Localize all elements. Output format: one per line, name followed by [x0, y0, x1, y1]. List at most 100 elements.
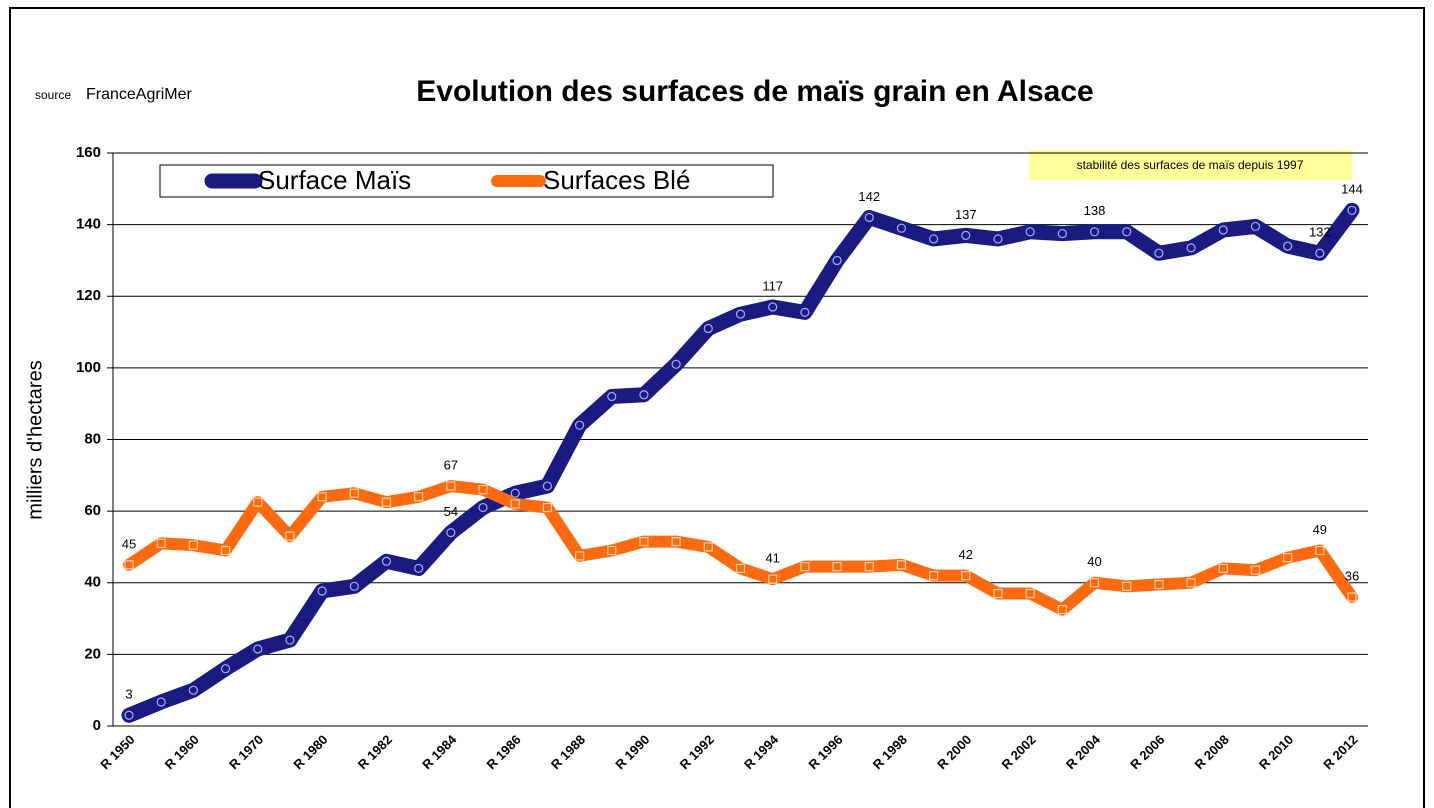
data-label: 67 [444, 457, 458, 472]
data-label: 36 [1345, 569, 1359, 584]
data-label: 3 [125, 687, 132, 702]
y-tick-label: 60 [84, 502, 101, 519]
data-point [896, 223, 907, 233]
data-label: 132 [1309, 225, 1331, 240]
y-tick-label: 100 [76, 359, 101, 376]
data-point [671, 359, 681, 369]
data-point [349, 488, 359, 498]
data-point [639, 390, 649, 400]
series-line [123, 480, 1358, 616]
data-point [864, 562, 874, 572]
data-point [1250, 221, 1261, 232]
y-tick-label: 20 [84, 645, 101, 662]
data-point [414, 563, 424, 574]
data-point [188, 685, 198, 695]
source-prefix: source [35, 88, 71, 102]
data-point [1122, 227, 1132, 237]
data-point [1025, 227, 1035, 237]
data-point [156, 538, 166, 548]
data-point [574, 420, 585, 430]
data-point [156, 697, 166, 707]
data-label: 142 [858, 189, 880, 204]
data-point [639, 536, 649, 547]
data-point [1186, 578, 1196, 588]
data-point [1089, 578, 1100, 588]
data-point [1218, 563, 1228, 574]
data-point [735, 563, 746, 574]
data-point [188, 540, 198, 550]
data-label: 54 [444, 504, 458, 519]
data-point [478, 502, 488, 513]
y-tick-label: 140 [76, 216, 101, 233]
data-point [220, 545, 231, 556]
data-label: 41 [765, 551, 779, 566]
data-point [446, 481, 456, 491]
data-point [1025, 588, 1035, 599]
data-point [1057, 605, 1067, 615]
data-point [993, 234, 1003, 244]
data-point [317, 492, 327, 502]
data-point [1250, 565, 1261, 575]
data-point [1347, 592, 1357, 602]
data-point [929, 234, 939, 244]
data-point [542, 502, 552, 513]
data-point [1347, 205, 1357, 215]
data-point [607, 391, 617, 402]
data-point [800, 307, 810, 317]
legend-entry: Surfaces Blé [491, 165, 690, 195]
data-point [253, 644, 263, 654]
data-point [896, 560, 907, 570]
chart-title: Evolution des surfaces de maïs grain en … [416, 75, 1093, 108]
y-tick-label: 160 [76, 144, 101, 161]
data-point [735, 309, 746, 319]
data-point [446, 528, 456, 538]
data-point [1283, 553, 1293, 563]
data-point [1122, 581, 1132, 591]
data-point [317, 586, 327, 596]
data-point [574, 551, 585, 561]
data-point [800, 562, 810, 572]
y-axis-label: milliers d'hectares [24, 360, 46, 519]
legend-label: Surfaces Blé [543, 165, 690, 195]
data-point [124, 560, 134, 570]
data-point [510, 488, 520, 498]
data-label: 138 [1084, 203, 1106, 218]
data-point [703, 542, 713, 552]
y-tick-label: 40 [84, 574, 101, 591]
data-point [381, 497, 392, 507]
annotation-box [1029, 150, 1352, 180]
data-label: 144 [1341, 182, 1363, 197]
data-point [1218, 225, 1228, 235]
series-line [121, 202, 1360, 723]
data-point [220, 664, 231, 674]
source-name: FranceAgriMer [86, 86, 192, 103]
data-point [124, 710, 134, 720]
data-point [381, 556, 392, 566]
data-point [1283, 241, 1293, 251]
data-point [768, 302, 778, 312]
data-point [607, 545, 617, 556]
legend-entry: Surface Maïs [204, 165, 411, 195]
data-point [285, 635, 295, 645]
data-point [993, 588, 1003, 599]
data-point [1154, 579, 1164, 590]
data-label: 117 [762, 278, 783, 293]
data-label: 49 [1313, 522, 1327, 537]
data-point [864, 212, 874, 223]
data-point [961, 230, 971, 240]
data-point [253, 497, 263, 507]
data-point [478, 485, 488, 495]
data-point [510, 499, 520, 509]
data-label: 137 [955, 207, 977, 222]
legend-label: Surface Maïs [258, 165, 411, 195]
annotation: stabilité des surfaces de maïs depuis 19… [1077, 158, 1304, 172]
data-point [1315, 248, 1325, 258]
data-point [1315, 545, 1325, 556]
data-label: 42 [959, 547, 973, 562]
data-point [414, 492, 424, 502]
data-label: 40 [1087, 554, 1101, 569]
data-label: 45 [122, 536, 136, 551]
data-point [768, 574, 778, 584]
data-point [1186, 243, 1196, 253]
